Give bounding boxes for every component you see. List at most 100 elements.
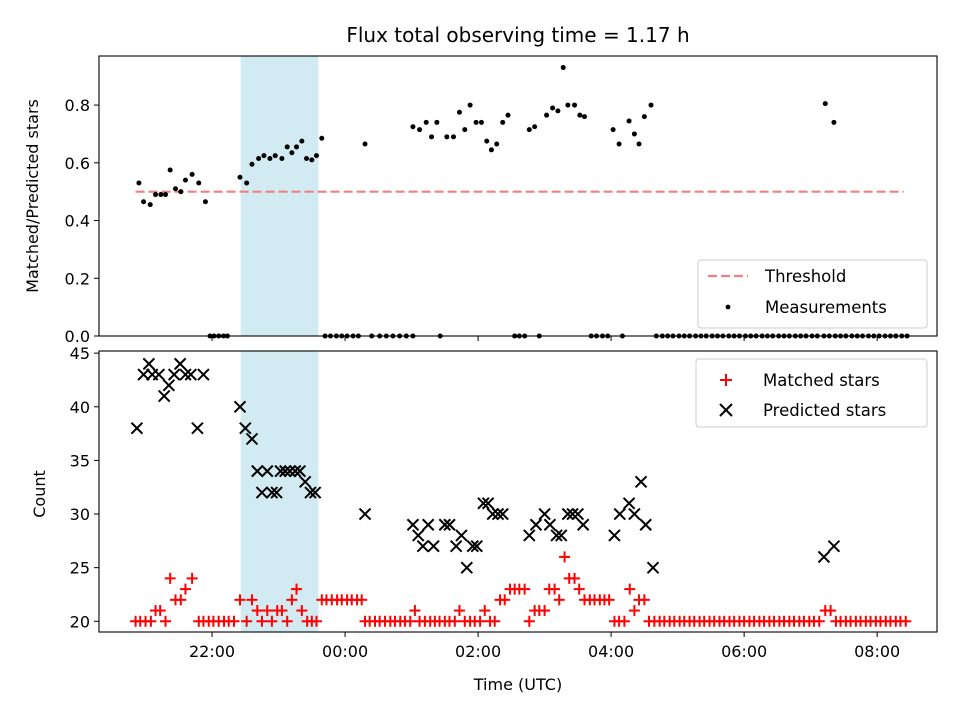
measurement-point: [272, 153, 278, 159]
measurement-point: [565, 102, 571, 108]
top-y-tick-label: 0.4: [65, 212, 90, 231]
predicted-star-point: [279, 464, 292, 478]
legend-matched-label: Matched stars: [763, 371, 880, 390]
matched-star-point: [286, 594, 298, 606]
measurement-point: [429, 134, 435, 140]
measurement-point: [167, 167, 173, 173]
measurement-point: [478, 119, 484, 125]
x-tick-label: 00:00: [322, 642, 368, 661]
predicted-star-point: [427, 539, 440, 553]
matched-star-point: [281, 615, 293, 627]
predicted-star-point: [298, 475, 312, 489]
measurement-point: [141, 199, 147, 205]
matched-star-point: [523, 615, 535, 627]
predicted-star-point: [634, 475, 648, 489]
legend-measurements-swatch: [725, 304, 731, 310]
matched-star-point: [489, 615, 501, 627]
matched-star-point: [628, 605, 640, 617]
predicted-star-point: [157, 389, 171, 403]
x-tick-label: 22:00: [189, 642, 235, 661]
measurement-point: [237, 174, 243, 180]
predicted-star-point: [173, 357, 187, 371]
matched-star-point: [246, 594, 258, 606]
measurement-point: [279, 155, 285, 161]
predicted-star-point: [481, 497, 495, 510]
measurement-point: [560, 65, 566, 71]
measurement-point: [319, 135, 325, 141]
measurement-point: [462, 127, 468, 133]
bottom-y-tick-label: 40: [70, 398, 90, 417]
predicted-star-point: [449, 539, 463, 553]
bottom-y-tick-label: 25: [70, 559, 90, 578]
measurement-point: [450, 134, 456, 140]
x-tick-label: 02:00: [455, 642, 501, 661]
predicted-star-point: [416, 539, 430, 553]
predicted-star-point: [486, 507, 499, 521]
predicted-star-point: [443, 518, 456, 531]
measurement-point: [641, 114, 647, 120]
predicted-star-point: [470, 539, 483, 553]
measurement-point: [147, 202, 153, 208]
measurement-point: [488, 147, 494, 153]
predicted-star-point: [628, 507, 641, 521]
measurement-point: [189, 171, 195, 177]
measurement-point: [267, 155, 273, 161]
matched-star-point: [228, 615, 240, 627]
top-y-axis-ticks: 0.0 0.2 0.4 0.6 0.8: [65, 96, 99, 346]
predicted-star-point: [283, 464, 297, 478]
legend-matched-swatch: [720, 374, 732, 386]
measurement-point: [626, 118, 632, 124]
shaded-region-bottom: [240, 351, 319, 632]
measurement-point: [202, 199, 208, 205]
matched-star-point: [310, 615, 322, 627]
measurement-point: [182, 177, 188, 183]
matched-star-point: [154, 605, 166, 617]
legend-bottom: Matched stars Predicted stars: [695, 358, 928, 428]
matched-star-point: [618, 615, 630, 627]
matched-star-point: [900, 615, 912, 627]
measurement-point: [196, 180, 202, 186]
measurement-point: [434, 119, 440, 125]
predicted-star-point: [293, 464, 307, 478]
top-y-tick-label: 0.8: [65, 96, 90, 115]
matched-star-point: [453, 605, 465, 617]
matched-star-point: [160, 615, 172, 627]
panel-bottom: 20 25 30 35 40 45 22:00 00:00 02:00 04:00 06:00 08…: [30, 344, 938, 694]
measurement-point: [473, 119, 479, 125]
measurement-point: [532, 124, 538, 130]
predicted-star-point: [571, 507, 585, 521]
predicted-star-point: [239, 422, 252, 435]
measurement-point: [256, 155, 262, 161]
matched-star-point: [553, 594, 565, 606]
predicted-star-point: [255, 486, 269, 499]
predicted-star-point: [561, 507, 575, 521]
predicted-star-point: [197, 368, 210, 381]
measurement-point: [410, 124, 416, 130]
matched-star-point: [251, 605, 263, 617]
x-tick-label: 04:00: [588, 642, 634, 661]
matched-star-point: [638, 594, 650, 606]
top-plot-frame: [98, 55, 938, 337]
legend-bottom-frame: [695, 358, 928, 428]
matched-star-point: [549, 583, 561, 595]
legend-predicted-label: Predicted stars: [763, 401, 886, 420]
measurement-point: [555, 108, 561, 114]
matched-star-point: [276, 605, 288, 617]
predicted-star-point: [555, 529, 568, 542]
measurement-point: [648, 102, 654, 108]
predicted-star-point: [274, 464, 287, 478]
measurement-point: [309, 157, 315, 163]
matched-star-point: [241, 615, 253, 627]
predicted-star-point: [288, 464, 302, 478]
measurement-point: [284, 144, 290, 150]
measurement-point: [484, 138, 490, 144]
legend-predicted-swatch: [719, 403, 733, 417]
measurement-point: [577, 112, 583, 118]
matched-star-point: [175, 594, 187, 606]
measurement-point: [550, 105, 556, 111]
measurement-point: [299, 138, 305, 144]
matched-star-point: [499, 594, 511, 606]
predicted-star-point: [412, 529, 425, 542]
matched-star-point: [603, 594, 615, 606]
predicted-star-point: [523, 529, 536, 542]
